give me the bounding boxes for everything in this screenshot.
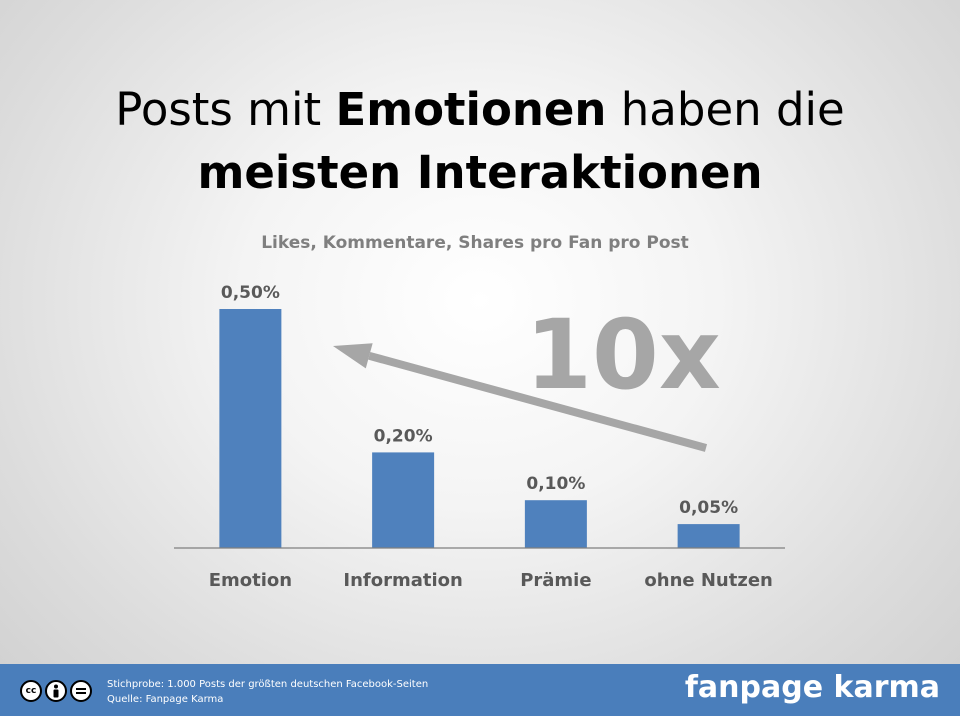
data-label-0: 0,50% bbox=[221, 283, 280, 303]
category-label-3: ohne Nutzen bbox=[644, 570, 772, 591]
sample-note: Stichprobe: 1.000 Posts der größten deut… bbox=[107, 679, 429, 690]
title-line-1: Posts mit Emotionen haben die bbox=[115, 83, 845, 136]
bar-1 bbox=[372, 452, 435, 548]
bar-0 bbox=[219, 309, 282, 548]
annotation-text: 10x bbox=[525, 299, 721, 411]
annotation-arrow-shaft bbox=[368, 351, 708, 452]
no-derivatives-icon bbox=[70, 680, 92, 702]
bar-chart: 0,50% Emotion 0,20% Information 0,10% Prämie 0… bbox=[174, 283, 785, 591]
title-emphasis: Emotionen bbox=[335, 83, 607, 136]
chart-subtitle: Likes, Kommentare, Shares pro Fan pro Po… bbox=[261, 233, 689, 253]
source-note: Quelle: Fanpage Karma bbox=[107, 694, 224, 705]
data-label-2: 0,10% bbox=[526, 474, 585, 494]
bar-3 bbox=[677, 524, 740, 548]
data-label-1: 0,20% bbox=[374, 426, 433, 446]
footer-source: Stichprobe: 1.000 Posts der größten deut… bbox=[107, 677, 428, 707]
category-label-2: Prämie bbox=[520, 570, 591, 591]
footer-bar: cc Stichprobe: 1.000 Posts der größten d… bbox=[0, 664, 960, 716]
cc-icon: cc bbox=[20, 680, 42, 702]
title-line-2: meisten Interaktionen bbox=[197, 146, 763, 199]
bar-2 bbox=[524, 500, 587, 548]
category-label-0: Emotion bbox=[209, 570, 292, 591]
category-label-1: Information bbox=[343, 570, 462, 591]
attribution-icon bbox=[45, 680, 67, 702]
data-label-3: 0,05% bbox=[679, 498, 738, 518]
annotation-arrow-head bbox=[333, 343, 373, 369]
brand-logo: fanpage karma bbox=[684, 670, 940, 705]
page-title: Posts mit Emotionen haben die meisten In… bbox=[0, 78, 960, 204]
cc-by-nd-icon: cc bbox=[20, 679, 92, 703]
